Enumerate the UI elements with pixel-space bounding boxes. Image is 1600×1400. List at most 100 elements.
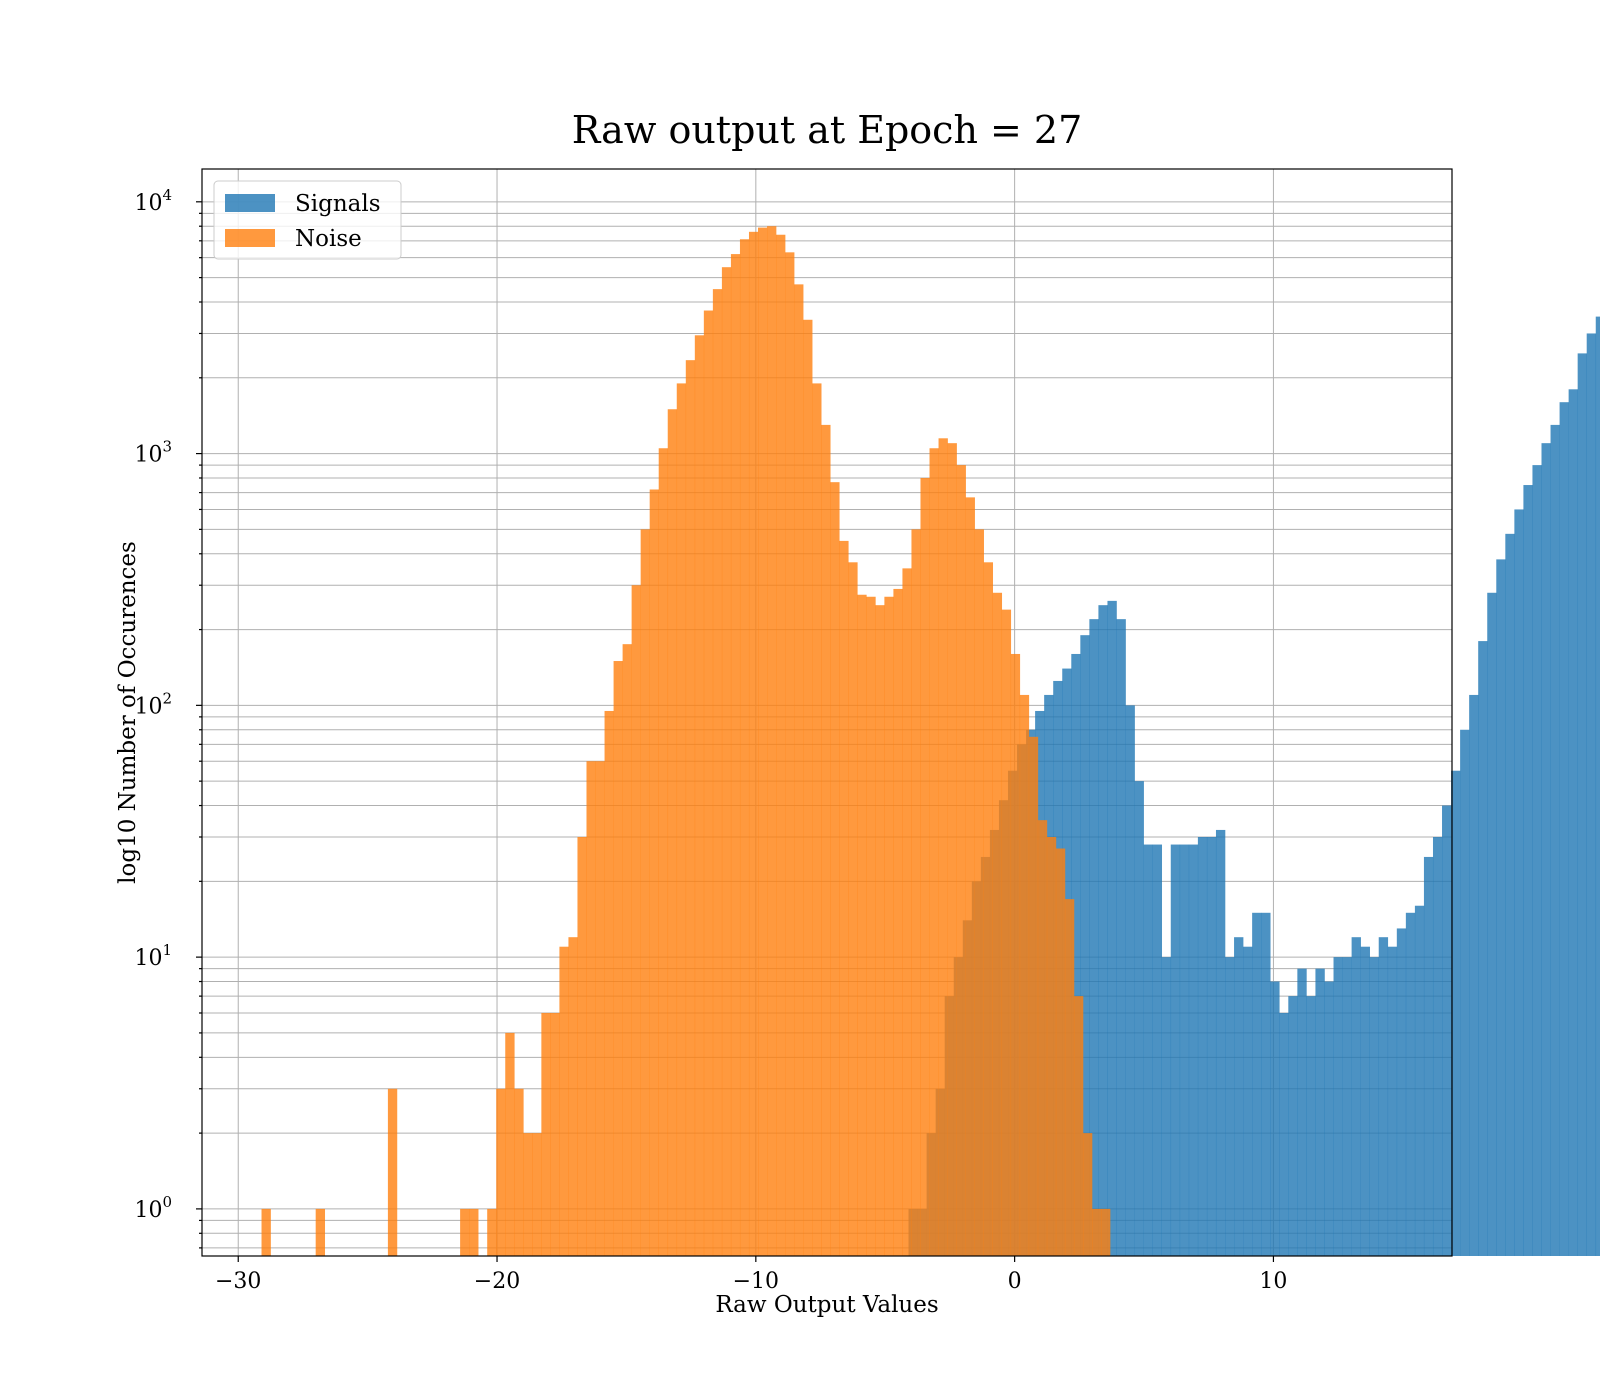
bar-signals: [1297, 968, 1307, 1256]
bar-noise: [965, 497, 975, 1256]
bar-signals: [1324, 981, 1334, 1256]
bar-signals: [1134, 781, 1144, 1256]
bar-noise: [613, 661, 623, 1256]
bar-signals: [1487, 592, 1497, 1256]
bar-noise: [929, 448, 939, 1256]
bar-noise: [1046, 837, 1057, 1256]
bar-noise: [568, 937, 578, 1256]
bar-noise: [595, 761, 605, 1256]
bar-signals: [1496, 559, 1506, 1256]
bar-noise: [767, 226, 777, 1256]
bar-signals: [1514, 509, 1524, 1256]
bar-signals: [1460, 729, 1470, 1256]
bar-noise: [667, 409, 678, 1256]
bar-signals: [1541, 443, 1551, 1257]
y-tick-label: 101: [134, 941, 172, 971]
bar-signals: [1387, 946, 1398, 1256]
bar-signals: [1469, 694, 1479, 1256]
bar-noise: [496, 1088, 506, 1256]
y-tick-label: 103: [134, 438, 172, 468]
bar-noise: [839, 540, 849, 1256]
bar-noise: [1064, 899, 1075, 1256]
bar-signals: [1523, 485, 1533, 1256]
bar-noise: [469, 1208, 479, 1256]
bar-signals: [1423, 856, 1434, 1256]
bar-noise: [541, 1012, 551, 1256]
bar-signals: [1170, 844, 1181, 1256]
bar-signals: [1333, 957, 1343, 1256]
bar-signals: [1188, 844, 1199, 1256]
bar-noise: [758, 227, 768, 1256]
bar-noise: [821, 424, 831, 1256]
x-axis-label: Raw Output Values: [715, 1292, 938, 1318]
bar-noise: [694, 335, 705, 1257]
bar-noise: [505, 1032, 515, 1256]
bar-signals: [1550, 424, 1560, 1256]
bar-noise: [649, 489, 660, 1257]
bar-signals: [1252, 912, 1262, 1256]
bar-signals: [1396, 928, 1407, 1256]
bar-signals: [1152, 844, 1163, 1256]
bar-noise: [776, 234, 786, 1256]
bar-noise: [947, 443, 957, 1257]
bar-noise: [604, 710, 614, 1256]
bar-noise: [1092, 1208, 1102, 1256]
bar-signals: [1125, 705, 1135, 1256]
bar-signals: [1098, 605, 1108, 1256]
bars-layer: [261, 226, 1600, 1257]
bar-noise: [514, 1088, 524, 1256]
bar-noise: [893, 588, 903, 1256]
bar-signals: [1586, 333, 1597, 1256]
bar-signals: [1288, 996, 1298, 1256]
bar-noise: [911, 529, 921, 1256]
bar-noise: [640, 529, 650, 1256]
bar-noise: [884, 596, 894, 1256]
bar-noise: [387, 1088, 398, 1256]
legend-swatch-signals: [225, 194, 275, 212]
bar-noise: [794, 284, 804, 1257]
bar-noise: [938, 438, 948, 1257]
bar-signals: [1442, 805, 1452, 1256]
bar-signals: [1270, 981, 1280, 1256]
bar-signals: [1161, 957, 1172, 1256]
bar-signals: [1089, 619, 1099, 1256]
bar-noise: [983, 562, 994, 1256]
bar-noise: [532, 1133, 542, 1256]
bar-noise: [577, 837, 587, 1256]
bar-signals: [1577, 353, 1588, 1257]
bar-signals: [1234, 937, 1244, 1256]
bar-signals: [1206, 837, 1217, 1256]
bar-noise: [857, 594, 867, 1256]
bar-noise: [1082, 1133, 1093, 1256]
bar-noise: [830, 482, 840, 1257]
bar-noise: [848, 562, 858, 1256]
bar-noise: [622, 644, 632, 1256]
bar-signals: [1197, 837, 1208, 1256]
bar-signals: [1243, 946, 1253, 1256]
bar-signals: [1179, 844, 1190, 1256]
bar-signals: [1414, 905, 1425, 1256]
bar-signals: [1360, 946, 1370, 1256]
bar-noise: [315, 1208, 326, 1256]
bar-noise: [1055, 848, 1066, 1256]
bar-noise: [739, 239, 750, 1257]
bar-noise: [730, 254, 741, 1256]
bar-noise: [712, 289, 723, 1257]
bar-noise: [812, 383, 822, 1256]
bar-signals: [1378, 937, 1389, 1256]
bar-noise: [902, 568, 912, 1256]
y-tick-label: 102: [134, 689, 172, 719]
bar-noise: [550, 1012, 560, 1256]
bar-noise: [703, 310, 714, 1256]
bar-signals: [1107, 600, 1117, 1256]
bar-noise: [487, 1208, 497, 1256]
x-tick-label: −30: [215, 1269, 261, 1294]
bar-signals: [1116, 619, 1126, 1256]
bar-noise: [748, 231, 759, 1256]
bar-noise: [920, 477, 930, 1257]
bar-noise: [685, 360, 696, 1257]
bar-noise: [974, 529, 984, 1256]
bar-signals: [1261, 912, 1271, 1256]
bar-noise: [992, 592, 1003, 1256]
x-tick-label: 0: [1008, 1269, 1022, 1294]
